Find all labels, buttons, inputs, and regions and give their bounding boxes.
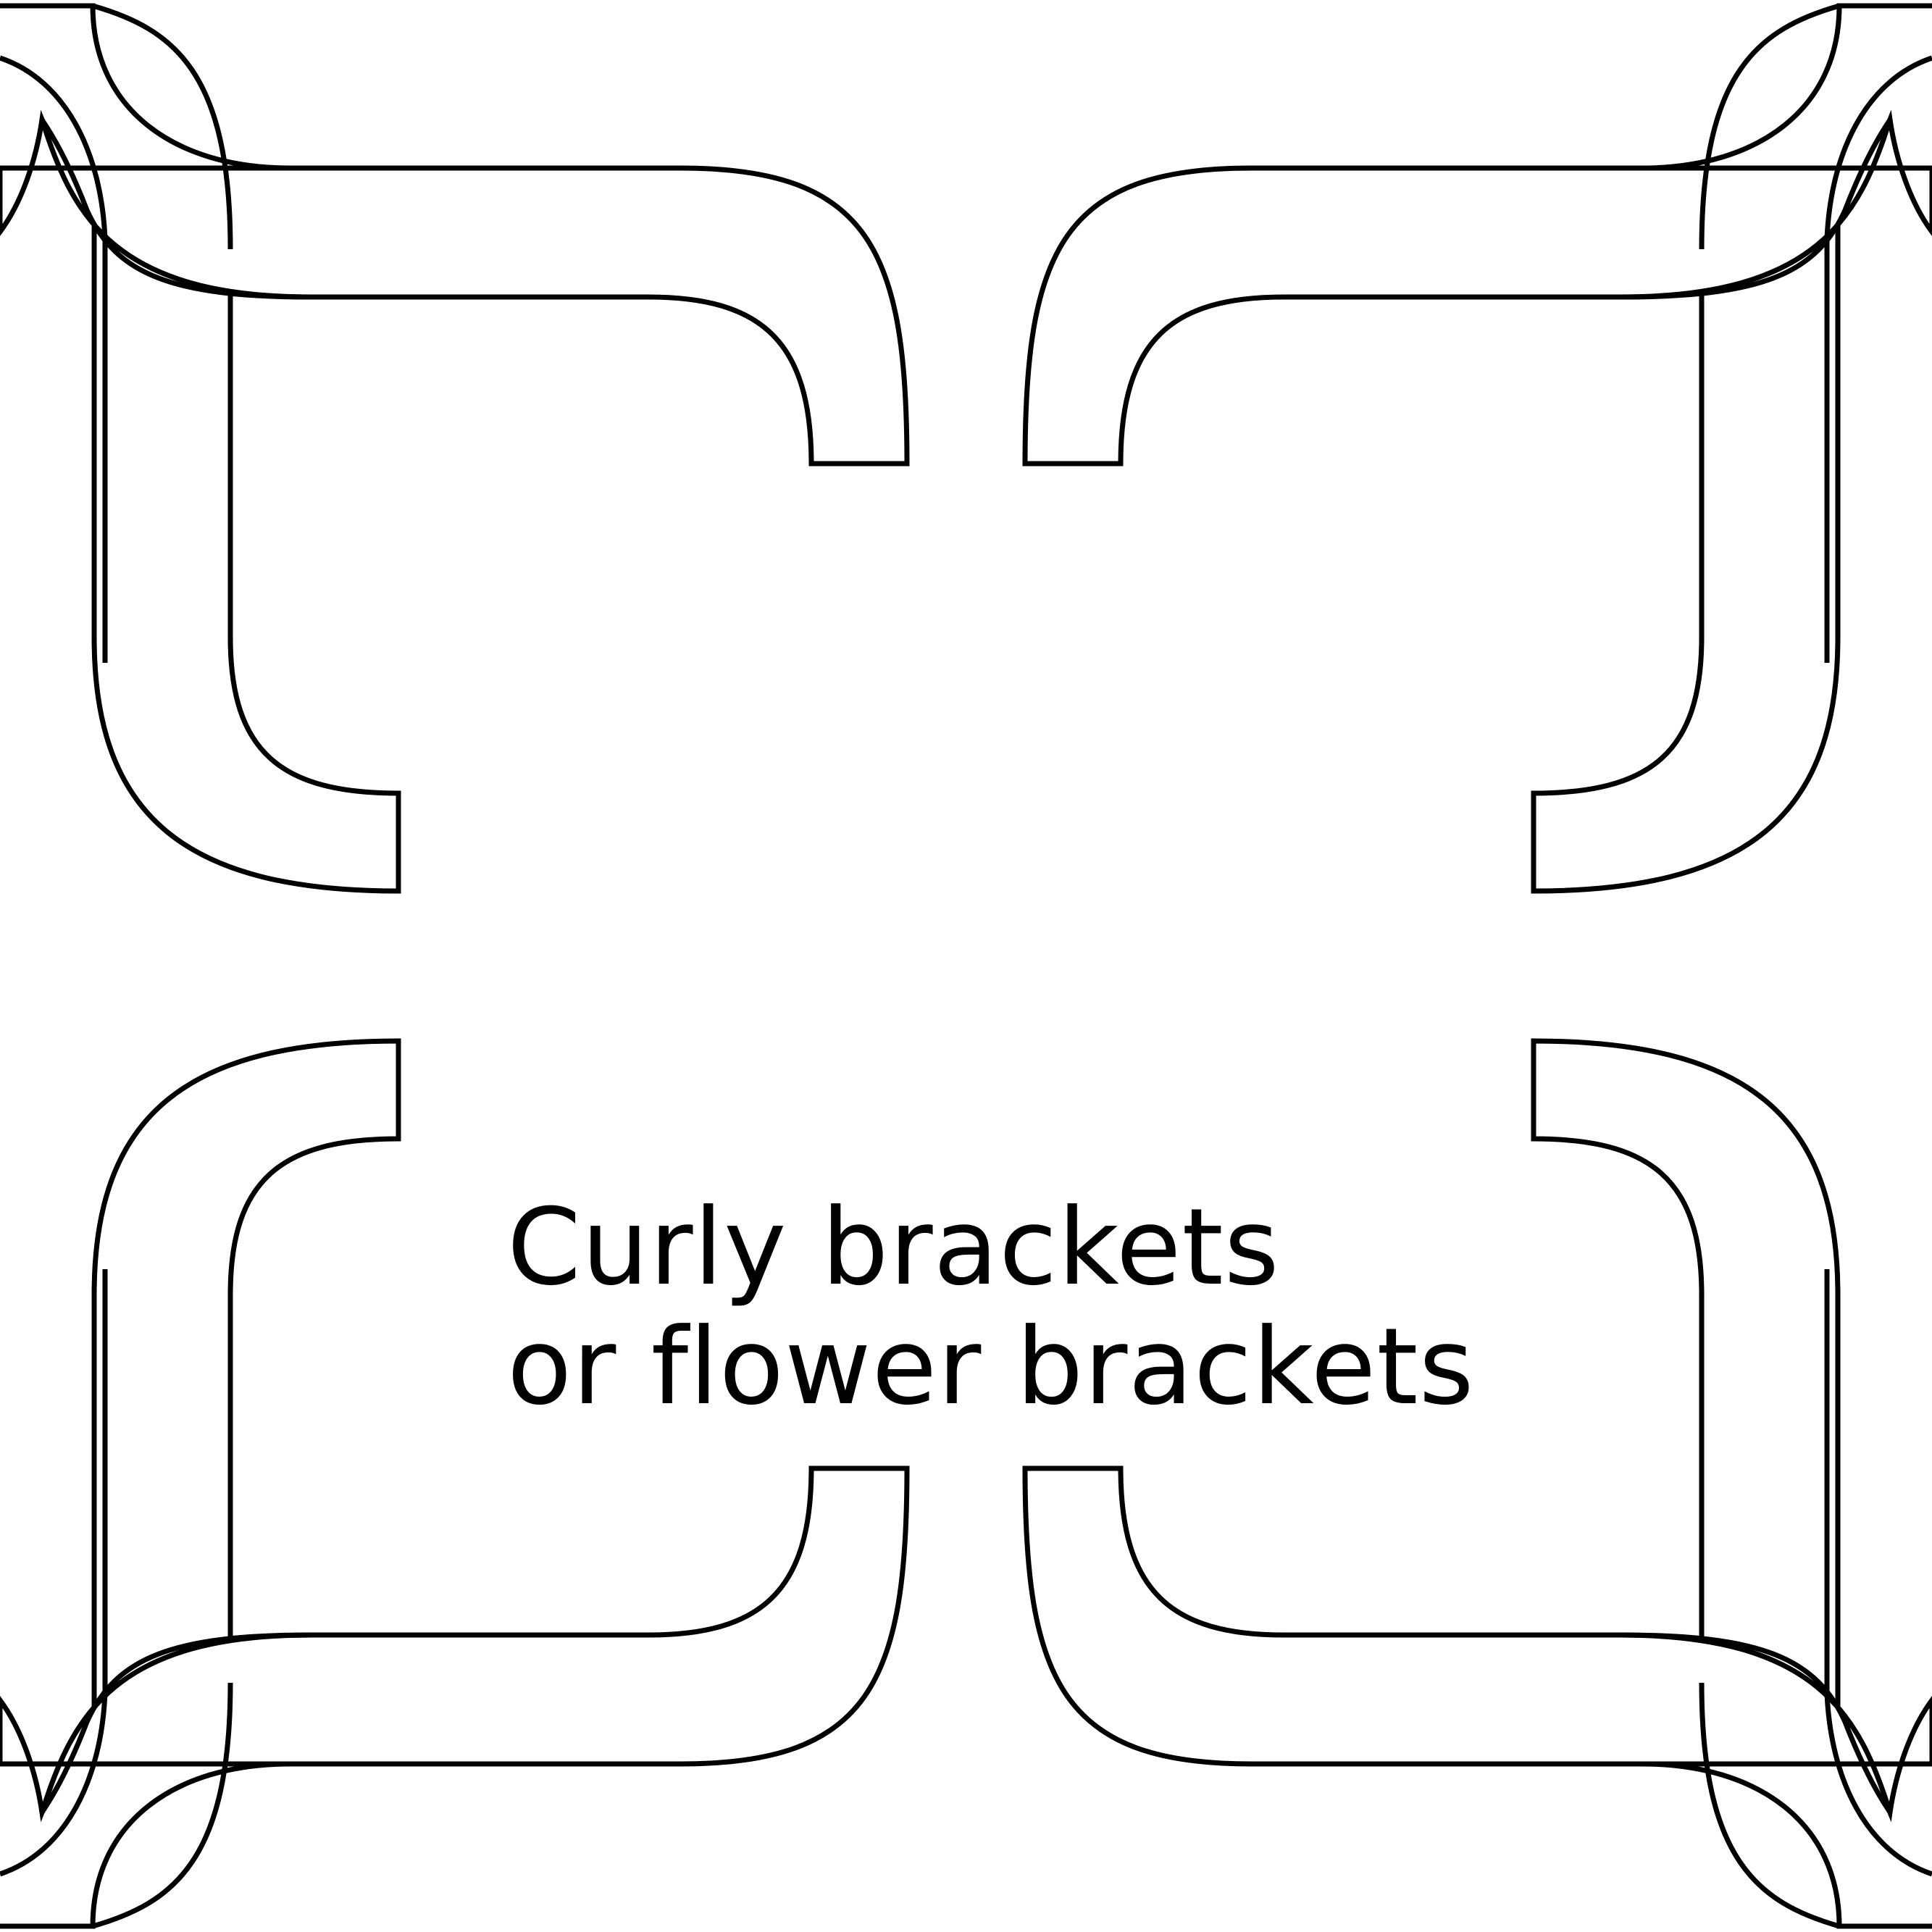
caption-line-1: Curly brackets: [507, 1186, 1280, 1309]
caption-text: Curly brackets or flower brackets: [507, 1188, 1594, 1427]
caption-line-2: or flower brackets: [507, 1305, 1475, 1429]
bracket-top-right: [1025, 6, 1932, 891]
bracket-bottom-right: [1025, 1041, 1932, 1926]
bracket-bottom-left: [0, 1041, 907, 1926]
bracket-top-left: [0, 6, 907, 891]
